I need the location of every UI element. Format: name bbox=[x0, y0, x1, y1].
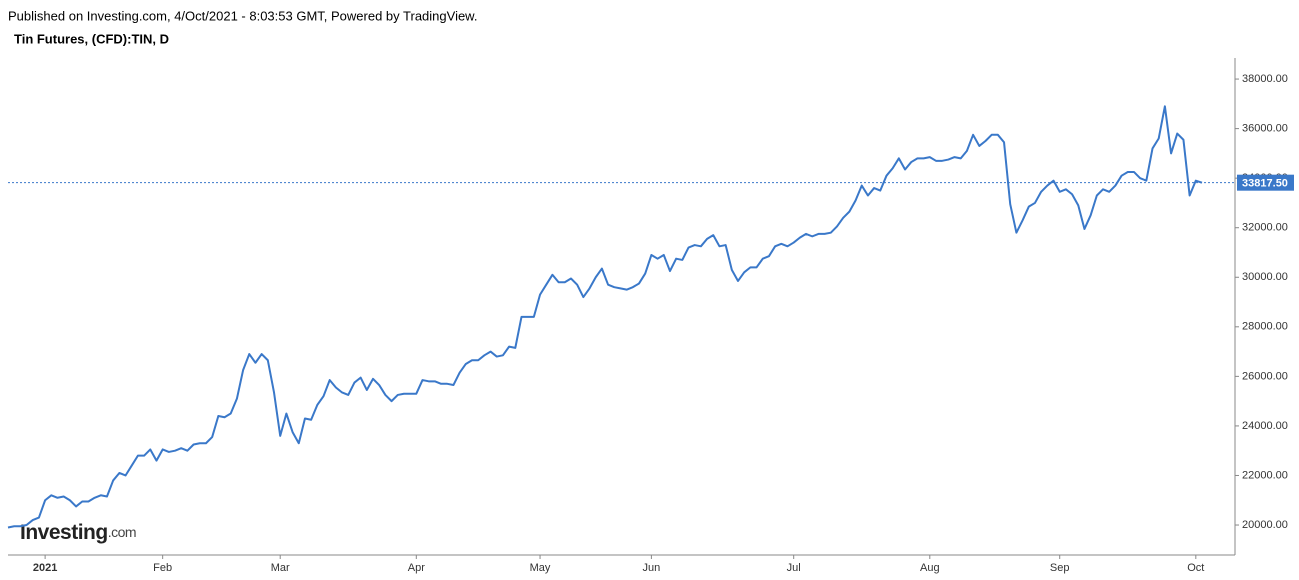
y-tick-label: 20000.00 bbox=[1242, 519, 1288, 531]
price-line bbox=[7, 105, 1203, 529]
y-tick-label: 36000.00 bbox=[1242, 123, 1288, 135]
x-tick-label: Feb bbox=[153, 562, 172, 574]
y-tick-label: 32000.00 bbox=[1242, 222, 1288, 234]
x-tick-label: Oct bbox=[1187, 562, 1204, 574]
y-tick-label: 28000.00 bbox=[1242, 321, 1288, 333]
y-tick-label: 30000.00 bbox=[1242, 271, 1288, 283]
y-tick-label: 24000.00 bbox=[1242, 420, 1288, 432]
y-tick-label: 26000.00 bbox=[1242, 370, 1288, 382]
y-tick-label: 38000.00 bbox=[1242, 73, 1288, 85]
watermark-brand-text: Investing bbox=[20, 521, 108, 544]
last-price-box bbox=[1237, 174, 1294, 191]
x-tick-label: 2021 bbox=[33, 562, 57, 574]
y-tick-label: 22000.00 bbox=[1242, 469, 1288, 481]
symbol-title: Tin Futures, (CFD):TIN, D bbox=[14, 31, 169, 46]
x-tick-label: Sep bbox=[1050, 562, 1070, 574]
x-tick-label: Apr bbox=[408, 562, 425, 574]
watermark-suffix: .com bbox=[108, 524, 136, 540]
last-price-label: 33817.50 bbox=[1242, 178, 1288, 190]
x-tick-label: Jun bbox=[643, 562, 661, 574]
watermark-brand: Investing.com bbox=[20, 521, 136, 544]
x-tick-label: Jul bbox=[787, 562, 801, 574]
x-tick-label: Mar bbox=[271, 562, 290, 574]
x-tick-label: May bbox=[530, 562, 551, 574]
x-tick-label: Aug bbox=[920, 562, 940, 574]
published-note: Published on Investing.com, 4/Oct/2021 -… bbox=[8, 8, 477, 23]
